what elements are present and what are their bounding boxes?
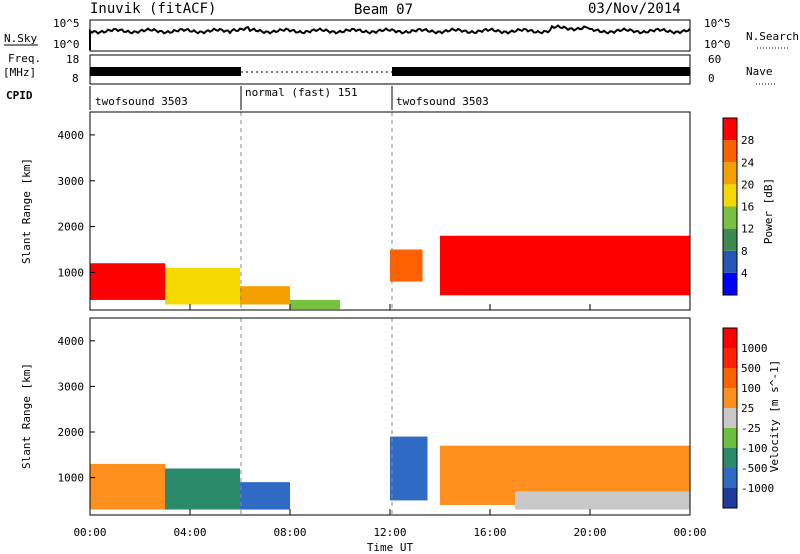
nsky-label: N.Sky: [4, 32, 37, 45]
nsearch-label: N.Search: [746, 30, 799, 43]
power-heatmap: [90, 235, 690, 310]
colorbar-swatch: [723, 272, 737, 295]
colorbar-swatch: [723, 162, 737, 185]
data-cell: [515, 491, 690, 510]
colorbar-tick-label: 20: [741, 178, 754, 191]
colorbar-swatch: [723, 448, 737, 468]
freq-band-1: [90, 67, 241, 76]
colorbar-swatch: [723, 428, 737, 448]
nsky-tick-bottom: 10^0: [53, 38, 80, 51]
data-cell: [240, 482, 290, 510]
velocity-ytick-label: 2000: [58, 426, 85, 439]
colorbar-tick-label: 12: [741, 223, 754, 236]
xaxis-label: Time UT: [367, 541, 414, 554]
nsearch-tick-top: 10^5: [704, 17, 731, 30]
xtick-label: 04:00: [173, 526, 206, 539]
velocity-yaxis: 4000 3000 2000 1000: [58, 335, 95, 485]
xtick-label: 00:00: [673, 526, 706, 539]
colorbar-frame: [722, 327, 738, 509]
colorbar-swatch: [723, 250, 737, 273]
data-cell: [290, 299, 340, 310]
colorbar-tick-label: 25: [741, 402, 754, 415]
freq-tick-bottom: 8: [72, 72, 79, 85]
xtick-label: 12:00: [373, 526, 406, 539]
colorbar-swatch: [723, 328, 737, 348]
colorbar-swatch: [723, 348, 737, 368]
velocity-ytick-label: 4000: [58, 335, 85, 348]
colorbar-swatch: [723, 184, 737, 207]
power-ytick-label: 4000: [58, 129, 85, 142]
freq-band-3: [392, 67, 690, 76]
cpid-segment-2: normal (fast) 151: [245, 86, 358, 99]
station-title: Inuvik (fitACF): [90, 1, 216, 17]
colorbar-swatch: [723, 468, 737, 488]
data-cell: [165, 267, 240, 305]
power-colorbar-label: Power [dB]: [762, 178, 775, 244]
nsky-trace: [89, 24, 691, 50]
power-ytick-label: 2000: [58, 221, 85, 234]
colorbar-tick-label: 4: [741, 267, 748, 280]
nave-tick-top: 60: [708, 53, 721, 66]
power-ytick-label: 3000: [58, 175, 85, 188]
freq-label-line1: Freq.: [8, 52, 41, 65]
nsearch-tick-bottom: 10^0: [704, 38, 731, 51]
colorbar-tick-label: 28: [741, 134, 754, 147]
power-ytick-label: 1000: [58, 266, 85, 279]
date-title: 03/Nov/2014: [588, 1, 681, 17]
colorbar-tick-label: 8: [741, 245, 748, 258]
colorbar-tick-label: -500: [741, 462, 768, 475]
data-cell: [90, 263, 165, 300]
colorbar-tick-label: -1000: [741, 482, 774, 495]
nave-label: Nave: [746, 65, 773, 78]
colorbar-tick-label: 16: [741, 201, 754, 214]
cpid-label: CPID: [6, 89, 33, 102]
colorbar-swatch: [723, 140, 737, 163]
data-cell: [390, 249, 423, 282]
data-cell: [440, 235, 690, 296]
colorbar-swatch: [723, 206, 737, 229]
colorbar-swatch: [723, 368, 737, 388]
freq-tick-top: 18: [66, 53, 79, 66]
velocity-ytick-label: 3000: [58, 380, 85, 393]
data-cell: [240, 286, 290, 305]
colorbar-tick-label: 1000: [741, 342, 768, 355]
power-yaxis: 4000 3000 2000 1000: [58, 129, 95, 279]
data-cell: [90, 463, 165, 510]
colorbar-swatch: [723, 228, 737, 251]
velocity-ylabel: Slant Range [km]: [20, 363, 33, 469]
beam-title: Beam 07: [354, 2, 413, 18]
cpid-segment-1: twofsound 3503: [95, 95, 188, 108]
colorbar-frame: [722, 117, 738, 296]
freq-label-line2: [MHz]: [3, 66, 36, 79]
colorbar-swatch: [723, 488, 737, 508]
colorbar-tick-label: 100: [741, 382, 761, 395]
colorbar-swatch: [723, 388, 737, 408]
nave-tick-bottom: 0: [708, 72, 715, 85]
colorbar-tick-label: 500: [741, 362, 761, 375]
xtick-label: 00:00: [73, 526, 106, 539]
colorbar-tick-label: -25: [741, 422, 761, 435]
colorbar-swatch: [723, 118, 737, 141]
nsky-panel-frame: [89, 19, 691, 52]
xtick-label: 20:00: [573, 526, 606, 539]
data-cell: [165, 468, 240, 510]
xtick-label: 08:00: [273, 526, 306, 539]
power-ylabel: Slant Range [km]: [20, 158, 33, 264]
velocity-heatmap: [90, 436, 690, 510]
cpid-segment-3: twofsound 3503: [396, 95, 489, 108]
velocity-colorbar-label: Velocity [m s^-1]: [768, 360, 781, 473]
xtick-label: 16:00: [473, 526, 506, 539]
time-axis: 00:00 04:00 08:00 12:00 16:00 20:00 00:00: [73, 304, 707, 539]
colorbar-swatch: [723, 408, 737, 428]
colorbar-tick-label: -100: [741, 442, 768, 455]
nsky-tick-top: 10^5: [53, 17, 80, 30]
colorbar-tick-label: 24: [741, 156, 755, 169]
velocity-ytick-label: 1000: [58, 472, 85, 485]
data-cell: [390, 436, 428, 501]
velocity-colorbar: 1000 500 100 25 -25 -100 -500 -1000: [722, 327, 774, 509]
power-colorbar: 28 24 20 16 12 8 4: [722, 117, 755, 296]
